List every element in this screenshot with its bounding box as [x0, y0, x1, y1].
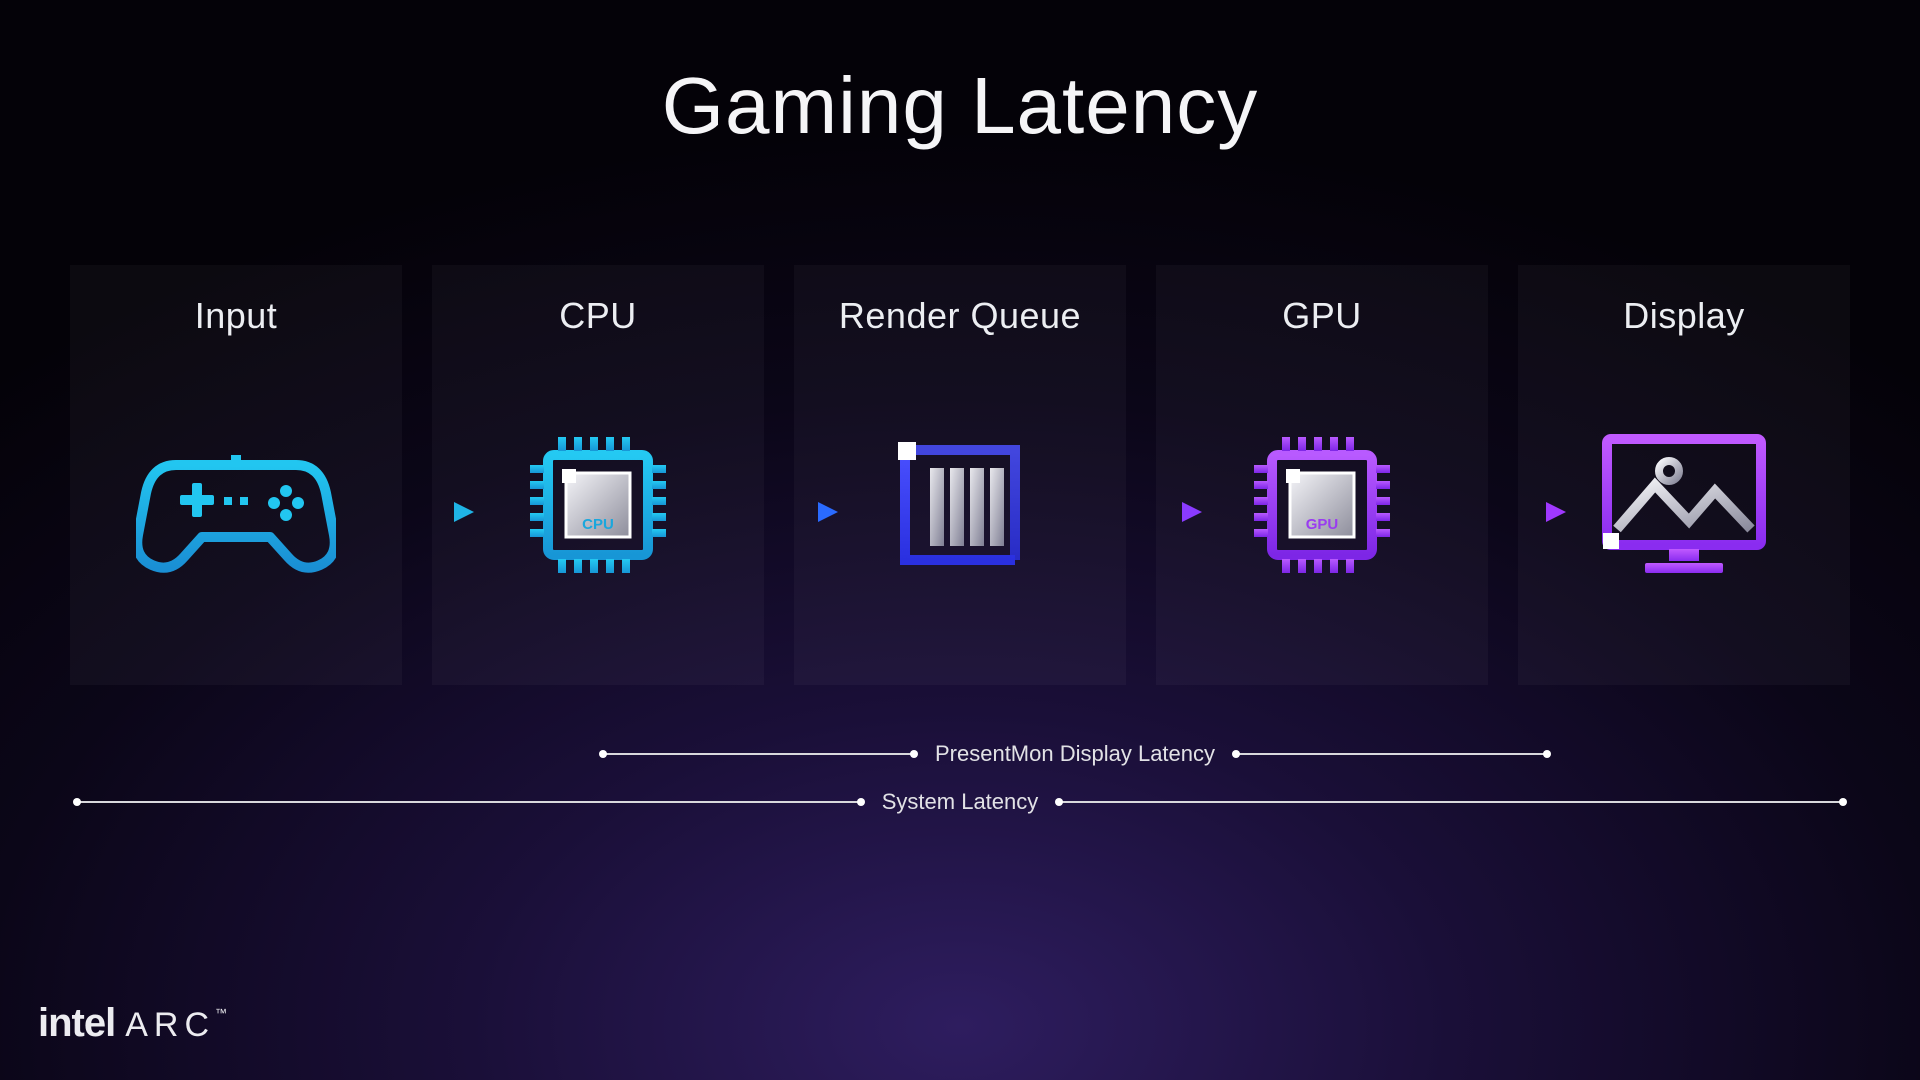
- brand-intel-text: intel: [38, 1001, 115, 1046]
- cpu-chip-text: CPU: [582, 516, 614, 533]
- arrow-icon: [356, 500, 476, 524]
- stage-label: Input: [195, 295, 278, 337]
- stage-cpu: CPU: [432, 265, 764, 685]
- stage-display: Display: [1518, 265, 1850, 685]
- stage-row: Input CPU: [70, 265, 1850, 685]
- arrow-icon: [720, 500, 840, 524]
- stage-label: GPU: [1282, 295, 1362, 337]
- range-label: PresentMon Display Latency: [917, 741, 1233, 767]
- range-presentmon: PresentMon Display Latency: [600, 740, 1550, 768]
- stage-label: Render Queue: [839, 295, 1081, 337]
- brand-arc-text: ARC™: [125, 1006, 233, 1045]
- brand-logo: intel ARC™: [38, 1001, 233, 1046]
- stage-input: Input: [70, 265, 402, 685]
- stage-label: CPU: [559, 295, 637, 337]
- arrow-icon: [1448, 500, 1568, 524]
- cpu-chip-icon: CPU: [432, 415, 764, 595]
- stage-gpu: GPU: [1156, 265, 1488, 685]
- controller-icon: [70, 415, 402, 595]
- stage-render-queue: Render Queue: [794, 265, 1126, 685]
- arrow-icon: [1084, 500, 1204, 524]
- page-title: Gaming Latency: [0, 60, 1920, 152]
- render-queue-icon: [794, 415, 1126, 595]
- range-label: System Latency: [864, 789, 1057, 815]
- gpu-chip-text: GPU: [1306, 516, 1339, 533]
- stage-label: Display: [1623, 295, 1745, 337]
- range-system: System Latency: [74, 788, 1846, 816]
- gpu-chip-icon: GPU: [1156, 415, 1488, 595]
